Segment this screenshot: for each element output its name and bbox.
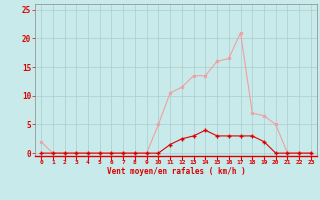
X-axis label: Vent moyen/en rafales ( km/h ): Vent moyen/en rafales ( km/h ) bbox=[107, 167, 245, 176]
